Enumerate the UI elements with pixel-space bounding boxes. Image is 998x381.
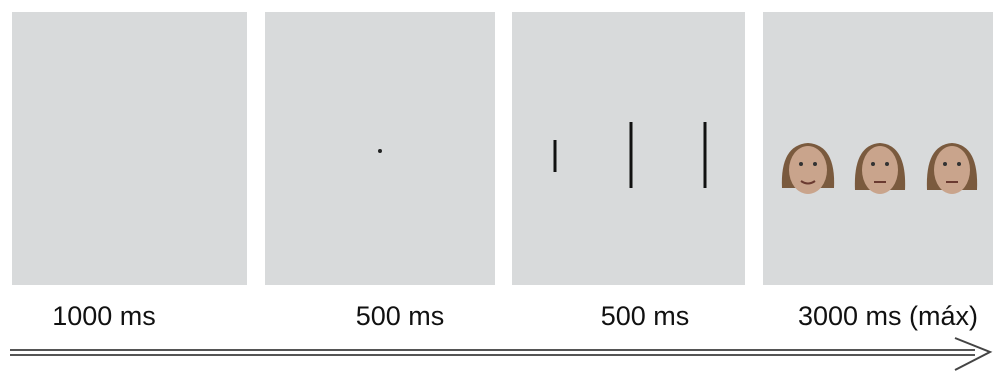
trial-diagram: 1000 ms 500 ms 500 ms 3000 ms (máx) [0,0,998,381]
duration-label: 500 ms [601,301,690,331]
duration-label: 1000 ms [52,301,156,331]
lines-panel [512,12,745,285]
duration-label: 500 ms [356,301,445,331]
fixation-dot [378,149,382,153]
blank-panel [12,12,247,285]
fixation-panel [265,12,495,285]
duration-label: 3000 ms (máx) [798,301,978,331]
